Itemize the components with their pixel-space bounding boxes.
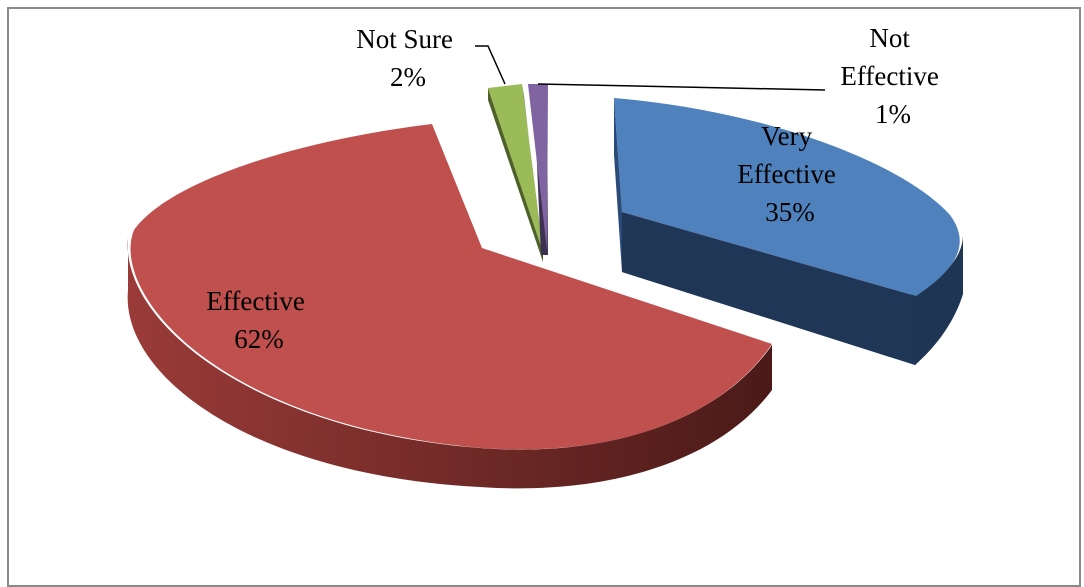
slice-very-effective-front-face — [622, 212, 916, 365]
label-not-effective-value: 1% — [875, 99, 911, 129]
svg-text:Not Effective 1%: Not Effective 1% — [840, 23, 945, 129]
svg-text:Very Effective 35%: Very Effective 35% — [737, 121, 842, 227]
label-effective-line1: Effective — [206, 286, 304, 316]
slice-very-effective-left-face — [614, 98, 622, 272]
label-not-effective-line2: Effective — [840, 61, 938, 91]
label-very-effective-line1: Very — [761, 121, 812, 151]
slice-not-effective — [528, 84, 548, 250]
leader-line-not-effective — [537, 83, 826, 91]
svg-text:Effective 62%: Effective 62% — [206, 286, 311, 354]
slice-not-sure-side — [488, 88, 543, 262]
leader-line-not-sure — [475, 45, 506, 85]
label-not-effective-line1: Not — [869, 23, 910, 53]
label-very-effective-value: 35% — [765, 197, 815, 227]
slice-effective — [130, 124, 772, 450]
slice-effective-side — [127, 238, 772, 489]
label-not-sure-line1: Not Sure — [356, 24, 453, 54]
slice-very-effective — [614, 98, 960, 296]
svg-text:Not Sure 2%: Not Sure 2% — [356, 24, 460, 92]
label-not-sure-value: 2% — [390, 62, 426, 92]
label-very-effective-line2: Effective — [737, 159, 835, 189]
slice-not-sure — [488, 84, 543, 252]
label-effective-value: 62% — [234, 324, 284, 354]
